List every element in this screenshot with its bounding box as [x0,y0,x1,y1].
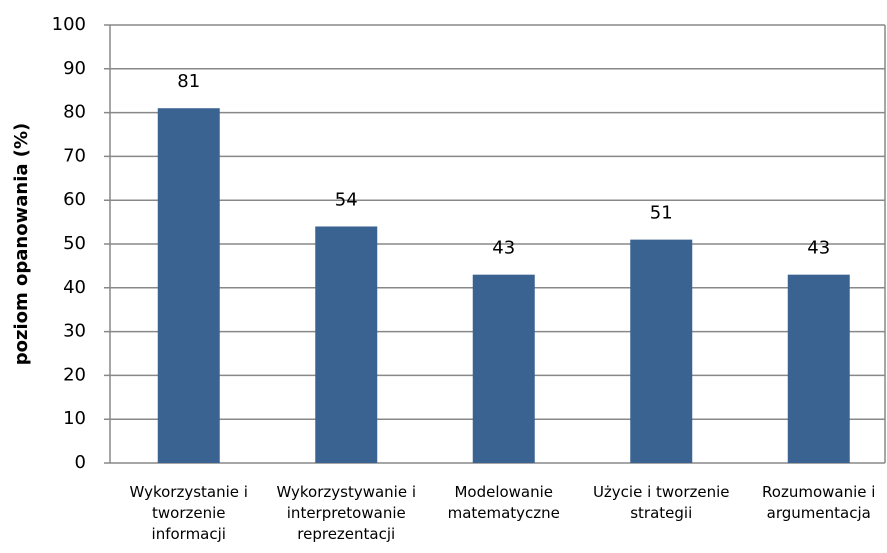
y-tick-label: 100 [52,14,86,35]
y-axis-label: poziom opanowania (%) [11,123,32,366]
y-tick-label: 10 [63,408,86,429]
bar [630,239,693,463]
y-tick-label: 50 [63,233,86,254]
y-tick-label: 20 [63,364,86,385]
y-tick-label: 90 [63,58,86,79]
data-label: 43 [492,238,515,259]
x-tick-label: Modelowanie matematyczne [447,483,560,522]
bar [157,108,220,463]
x-tick-label: Wykorzystanie i tworzenie informacji [129,483,248,543]
bar [315,226,378,463]
y-tick-label: 70 [63,145,86,166]
data-label: 54 [335,189,358,210]
bar [787,274,850,463]
x-tick-label: Użycie i tworzenie strategii [592,483,730,522]
data-label: 43 [807,238,830,259]
y-tick-label: 60 [63,189,86,210]
y-tick-label: 40 [63,277,86,298]
bar [472,274,535,463]
y-tick-label: 80 [63,102,86,123]
data-label: 51 [650,203,673,224]
y-tick-label: 0 [75,452,86,473]
x-tick-label: Rozumowanie i argumentacja [762,483,876,522]
y-tick-label: 30 [63,321,86,342]
data-label: 81 [177,71,200,92]
x-tick-label: Wykorzystywanie i interpretowanie reprez… [276,483,417,543]
